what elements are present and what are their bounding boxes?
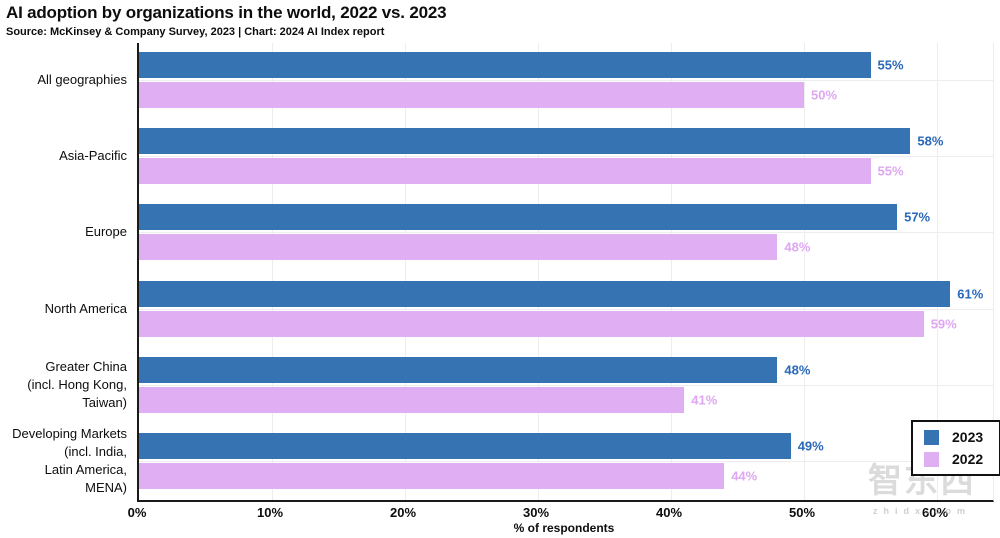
bar-2022 <box>139 310 924 337</box>
watermark-domain: zhidx.com <box>872 506 971 516</box>
gridline-vertical <box>804 43 805 500</box>
chart-title: AI adoption by organizations in the worl… <box>6 3 447 22</box>
x-tick-label: 30% <box>522 505 550 520</box>
x-tick-label: 50% <box>788 505 816 520</box>
legend: 2023 2022 <box>911 420 1000 476</box>
gridline-horizontal <box>139 156 993 158</box>
bar-2023 <box>139 128 911 155</box>
bar-2023 <box>139 432 791 459</box>
legend-swatch-2023 <box>924 429 939 445</box>
bar-value-label: 49% <box>797 438 824 454</box>
gridline-horizontal <box>139 384 993 386</box>
bar-value-label: 58% <box>917 133 944 149</box>
bar-2022 <box>139 386 685 413</box>
category-label: All geographies <box>37 72 127 87</box>
bar-2022 <box>139 234 778 261</box>
category-label: North America <box>44 300 127 316</box>
category-label: Asia-Pacific <box>59 148 127 164</box>
bar-value-label: 50% <box>811 87 838 103</box>
plot-area: 55% 50% 58% 55% 57% 48% 61% 59% 48% 41% 49% 44% <box>137 43 994 502</box>
bar-value-label: 57% <box>904 209 931 225</box>
gridline-vertical <box>272 43 273 500</box>
legend-item-2022: 2022 <box>924 451 990 467</box>
bar-value-label: 48% <box>784 362 811 378</box>
bar-value-label: 41% <box>691 392 718 408</box>
legend-item-2023: 2023 <box>924 429 990 445</box>
gridline-vertical <box>405 43 406 500</box>
bar-2023 <box>139 52 871 78</box>
category-axis: All geographies Asia-Pacific Europe North A… <box>0 43 131 500</box>
category-label: Europe <box>85 224 127 240</box>
x-tick-label: 40% <box>655 505 683 520</box>
bar-value-label: 59% <box>930 316 957 331</box>
chart-source-note: Source: McKinsey & Company Survey, 2023 … <box>6 26 385 38</box>
bar-2023 <box>139 280 951 307</box>
bar-value-label: 48% <box>784 239 811 255</box>
x-tick-label: 60% <box>921 505 949 520</box>
bar-value-label: 55% <box>877 57 904 73</box>
x-tick-label: 0% <box>127 505 147 520</box>
x-tick-label: 10% <box>256 505 284 520</box>
bar-2022 <box>139 462 725 489</box>
gridline-vertical <box>937 43 938 500</box>
gridline-horizontal <box>139 80 993 81</box>
bar-2023 <box>139 356 778 383</box>
gridline-vertical <box>671 43 672 500</box>
bar-2023 <box>139 204 898 231</box>
gridline-vertical <box>538 43 539 500</box>
bar-value-label: 61% <box>957 286 984 301</box>
x-tick-label: 20% <box>389 505 417 520</box>
bar-value-label: 44% <box>731 468 758 484</box>
x-axis-title: % of respondents <box>513 521 615 535</box>
bar-value-label: 55% <box>877 163 904 179</box>
category-label: Developing Markets (incl. India, Latin A… <box>12 425 127 495</box>
bar-2022 <box>139 158 871 185</box>
gridline-horizontal <box>139 232 993 234</box>
category-label: Greater China (incl. Hong Kong, Taiwan) <box>27 358 127 410</box>
legend-label: 2022 <box>952 451 984 467</box>
gridline-horizontal <box>139 308 993 310</box>
legend-label: 2023 <box>952 429 984 445</box>
bar-2022 <box>139 82 804 108</box>
gridline-horizontal <box>139 460 993 462</box>
legend-swatch-2022 <box>924 451 939 467</box>
